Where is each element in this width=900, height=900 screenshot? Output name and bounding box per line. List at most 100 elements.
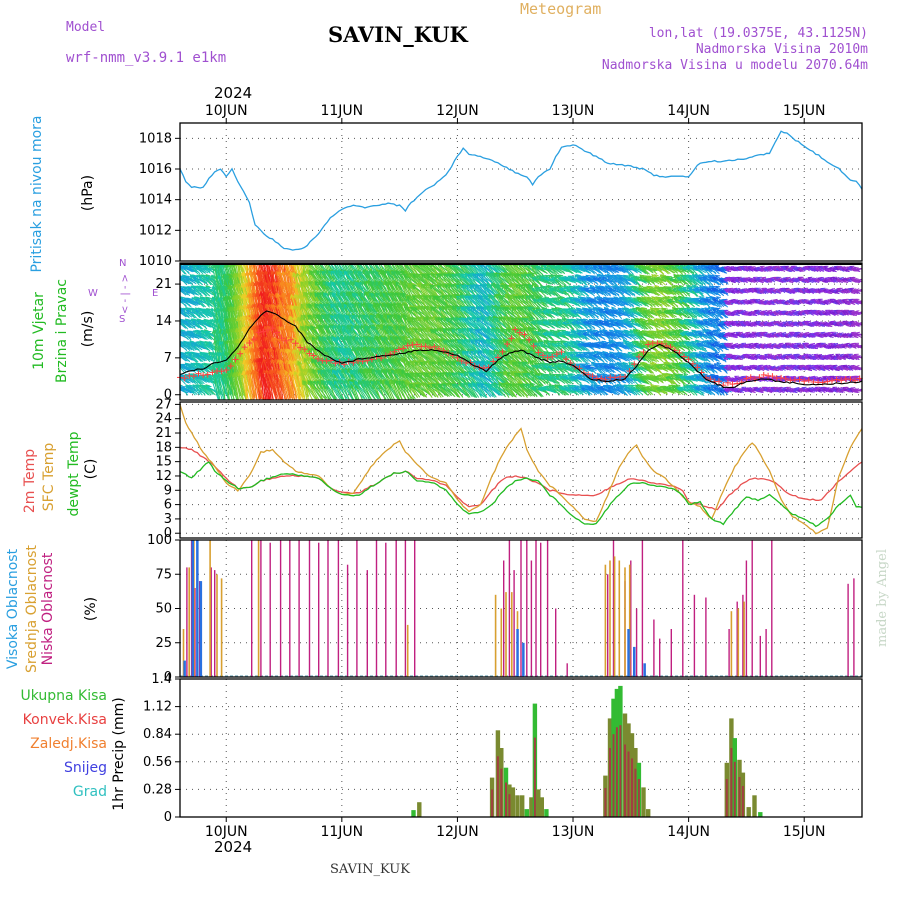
wind-vector-head [175,287,179,291]
wind-vector-head [220,253,224,257]
wind-vector-head [206,331,212,336]
wind-vector-head [206,386,212,391]
wind-vector-head [242,315,248,321]
wind-vector-head [278,304,284,310]
wind-vector [261,369,266,400]
wind-vector-head [295,272,301,278]
wind-vector-head [218,253,222,257]
wind-vector-head [206,297,212,303]
wind-vector-head [257,249,261,253]
y-tick-label: 1010 [139,254,172,269]
wind-vector [219,374,230,400]
wind-vector-head [174,342,178,346]
wind-vector-head [290,250,294,254]
wind-vector [234,372,244,400]
wind-vector-head [291,251,295,255]
wind-vector-head [250,281,255,287]
wind-vector-head [224,362,230,368]
wind-vector [233,372,240,400]
wind-vector-head [176,264,180,268]
wind-vector [214,374,221,400]
wind-vector-head [187,287,193,292]
wind-vector-head [206,275,212,281]
pressure-line [180,130,862,251]
wind-vector-head [299,349,304,355]
wind-vector-head [258,303,264,309]
wind-vector-head [258,324,264,330]
wind-vector-head [211,296,217,302]
wind-vector-head [263,291,269,297]
wind-vector-head [299,252,303,256]
wind-vector [276,282,287,322]
wind-vector-head [189,341,195,347]
y-tick-label: 14 [155,314,172,329]
wind-vector-head [176,363,180,367]
wind-vector [279,370,288,400]
wind-vector-head [255,249,259,253]
wind-vector-head [282,250,286,254]
wind-vector-head [210,254,214,258]
wind-vector-head [297,360,303,366]
wind-vector [271,370,281,400]
wind-vector-head [242,251,246,255]
wind-vector [300,314,315,334]
wind-vector-head [196,353,202,358]
wind-vector [212,374,220,400]
wind-vector [284,359,294,399]
wind-vector-head [193,276,199,282]
wind-vector [219,341,232,373]
wind-vector-head [273,336,279,342]
wind-vector [253,370,264,400]
wind-vector-head [247,369,253,375]
wind-vector-head [282,281,288,287]
wind-vector-head [232,252,236,256]
wind-vector-head [174,332,178,336]
wind-vector-head [249,250,253,254]
wind-vector-head [206,309,212,314]
wind-vector-head [237,272,243,278]
wind-vector-head [280,325,286,331]
wind-vector-head [185,309,191,314]
wind-vector-head [257,336,263,342]
wind-vector [180,299,187,308]
wind-vector-head [294,305,300,311]
wind-vector-head [227,253,231,257]
wind-vector [189,386,203,394]
wind-vector-head [180,331,186,336]
wind-vector [269,369,280,400]
wind-vector-head [217,274,223,280]
wind-vector-head [236,294,242,300]
wind-vector [197,298,210,306]
wind-vector [215,374,225,400]
wind-vector-head [210,318,216,324]
wind-vector-head [256,249,260,253]
wind-vector-head [259,249,263,253]
wind-vector [292,371,301,400]
wind-vector [298,371,304,400]
wind-vectors [174,249,862,400]
wind-vector [217,264,225,296]
wind-vector-head [176,387,180,391]
wind-vector-head [175,309,179,313]
wind-vector-head [221,253,225,257]
wind-vector-head [295,349,300,354]
wind-vector [294,371,304,400]
wind-vector [298,361,312,397]
wind-vector-head [275,250,279,254]
wind-vector-head [211,285,217,291]
wind-vector-head [276,347,282,353]
y-tick-label: 7 [164,351,172,366]
wind-vector-head [175,353,179,357]
y-tick-label: 21 [155,277,172,292]
wind-vector [254,370,266,400]
wind-vector-head [266,249,270,253]
wind-vector-head [284,270,289,276]
wind-vector-head [252,270,258,276]
wind-vector-head [196,330,202,335]
wind-vector-head [223,253,227,257]
wind-vector [289,360,303,398]
y-tick-label: 1014 [139,193,172,208]
wind-vector [255,369,261,400]
wind-vector [223,373,230,400]
